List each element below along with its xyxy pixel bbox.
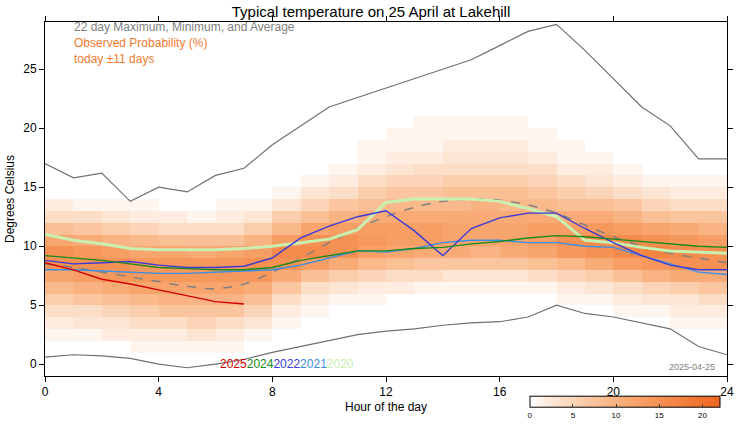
svg-text:0: 0: [30, 357, 37, 371]
svg-text:12: 12: [379, 385, 393, 399]
svg-text:20: 20: [23, 121, 37, 135]
svg-text:15: 15: [655, 411, 664, 420]
svg-text:24: 24: [720, 385, 734, 399]
svg-text:0: 0: [527, 411, 532, 420]
svg-text:20252024202220212020: 20252024202220212020: [220, 357, 354, 371]
svg-text:10: 10: [23, 239, 37, 253]
svg-text:5: 5: [571, 411, 576, 420]
svg-text:20: 20: [698, 411, 707, 420]
svg-text:8: 8: [269, 385, 276, 399]
svg-text:Hour of the day: Hour of the day: [345, 400, 427, 414]
svg-text:22 day Maximum, Minimum, and A: 22 day Maximum, Minimum, and Average: [74, 20, 295, 34]
svg-text:16: 16: [493, 385, 507, 399]
svg-text:Degrees Celsius: Degrees Celsius: [3, 155, 17, 243]
svg-text:Typical temperature on 25 Apri: Typical temperature on 25 April at Lakeh…: [232, 3, 511, 20]
svg-text:20: 20: [607, 385, 621, 399]
svg-text:2025-04-25: 2025-04-25: [669, 362, 715, 372]
svg-text:today ±11 days: today ±11 days: [74, 52, 154, 66]
svg-text:Observed Probability (%): Observed Probability (%): [74, 36, 207, 50]
svg-text:10: 10: [612, 411, 621, 420]
svg-text:15: 15: [23, 180, 37, 194]
svg-text:5: 5: [30, 298, 37, 312]
svg-text:25: 25: [23, 62, 37, 76]
svg-text:4: 4: [155, 385, 162, 399]
svg-text:0: 0: [42, 385, 49, 399]
